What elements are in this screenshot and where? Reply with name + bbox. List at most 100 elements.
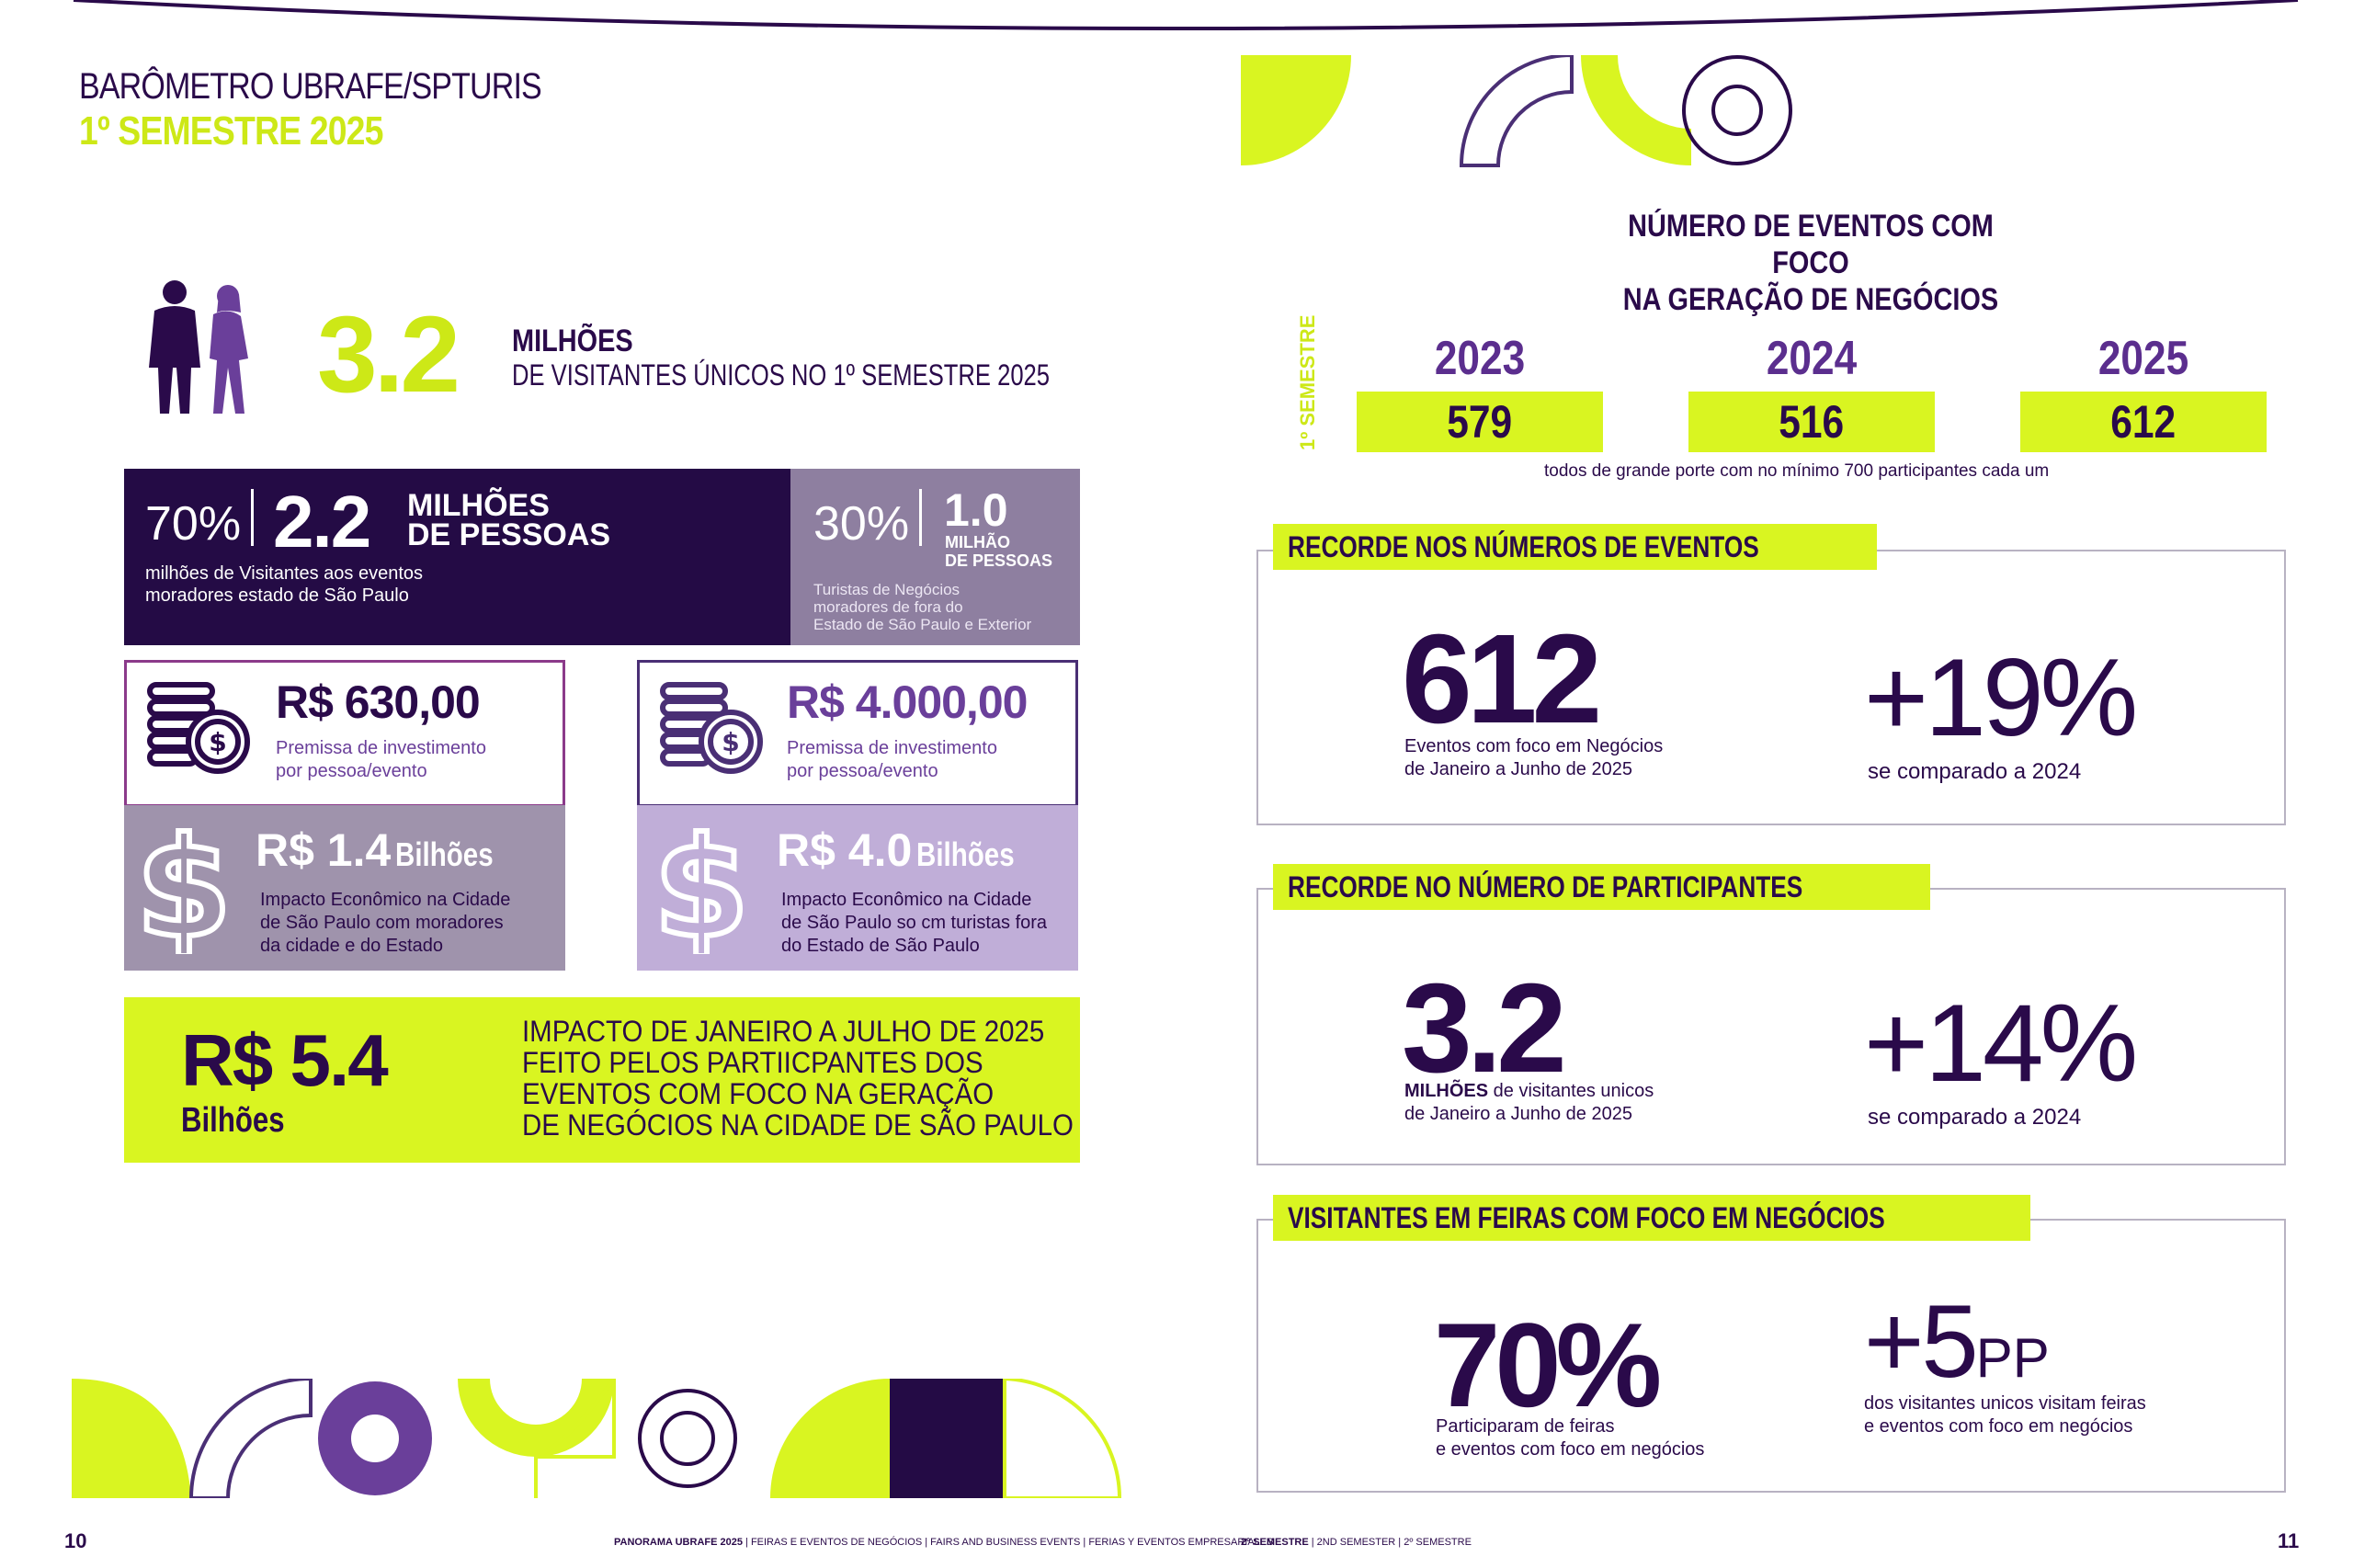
impact-residents-desc-line2: de São Paulo com moradores <box>260 913 504 933</box>
residents-unit-line2: DE PESSOAS <box>407 517 611 552</box>
dollar-sign-icon: $ <box>651 816 752 954</box>
top-arc-decoration <box>73 0 2299 30</box>
svg-text:$: $ <box>654 816 749 954</box>
investment-tourists-desc-line2: por pessoa/evento <box>787 761 938 781</box>
tourists-percent: 30% <box>813 497 910 551</box>
investment-residents-value: R$ 630,00 <box>276 676 481 728</box>
year-2025-box: 612 <box>2020 392 2267 452</box>
fair-visitors-tag-text: VISITANTES EM FEIRAS COM FOCO EM NEGÓCIO… <box>1288 1201 1885 1234</box>
impact-tourists-description: Impacto Econômico na Cidade de São Paulo… <box>781 889 1047 958</box>
footer-left-rest: | FEIRAS E EVENTOS DE NEGÓCIOS | FAIRS A… <box>742 1537 1274 1548</box>
fair-visitors-box <box>1256 1219 2286 1493</box>
impact-residents-value: R$ 1.4 <box>256 824 392 876</box>
footer-right-bold: 2º SEMESTRE <box>1241 1537 1309 1548</box>
investment-residents-description: Premissa de investimento por pessoa/even… <box>276 737 486 783</box>
tourists-desc-line1: Turistas de Negócios <box>813 581 961 598</box>
impact-residents-heading: R$ 1.4 Bilhões <box>256 824 515 877</box>
record-events-desc-line1: Eventos com foco em Negócios <box>1404 736 1664 756</box>
tourists-description: Turistas de Negócios moradores de fora d… <box>813 581 1031 633</box>
tourists-unit: MILHÃO DE PESSOAS <box>945 533 1052 570</box>
people-silhouette-icon <box>149 280 248 414</box>
record-participants-desc-rest: de visitantes unicos <box>1488 1081 1654 1101</box>
page-number-right: 11 <box>2278 1529 2300 1552</box>
impact-residents-description: Impacto Econômico na Cidade de São Paulo… <box>260 889 510 958</box>
total-impact-line3: EVENTOS COM FOCO NA GERAÇÃO <box>522 1077 995 1110</box>
impact-tourists-desc-line1: Impacto Econômico na Cidade <box>781 890 1032 910</box>
unique-visitors-value: 3.2 <box>317 294 460 415</box>
residents-unit-line1: MILHÕES <box>407 488 550 523</box>
year-2025-value: 612 <box>2110 396 2177 448</box>
record-events-tag-text: RECORDE NOS NÚMEROS DE EVENTOS <box>1288 530 1759 563</box>
footer-left-bold: PANORAMA UBRAFE 2025 <box>614 1537 743 1548</box>
events-note: todos de grande porte com no mínimo 700 … <box>1544 461 2050 481</box>
fair-visitors-growth-unit: PP <box>1975 1327 2050 1389</box>
record-participants-value: 3.2 <box>1402 958 1567 1099</box>
record-events-description: Eventos com foco em Negócios de Janeiro … <box>1404 735 1663 781</box>
fair-visitors-growth-number: +5 <box>1864 1284 1979 1399</box>
total-impact-line1: IMPACTO DE JANEIRO A JULHO DE 2025 <box>522 1015 1045 1048</box>
year-2023-label: 2023 <box>1434 332 1526 385</box>
events-title: NÚMERO DE EVENTOS COM FOCO NA GERAÇÃO DE… <box>1608 208 2014 318</box>
total-impact-description: IMPACTO DE JANEIRO A JULHO DE 2025 FEITO… <box>522 1016 1074 1141</box>
dollar-sign-icon: $ <box>133 816 234 954</box>
residents-value: 2.2 <box>273 481 371 562</box>
impact-residents-unit: Bilhões <box>394 835 494 873</box>
report-title: BARÔMETRO UBRAFE/SPTURIS <box>79 66 542 107</box>
record-participants-tag: RECORDE NO NÚMERO DE PARTICIPANTES <box>1273 864 1931 910</box>
record-participants-desc-line1: MILHÕES de visitantes unicos <box>1404 1080 1654 1103</box>
record-events-growth-description: se comparado a 2024 <box>1868 759 2082 784</box>
investment-residents-desc-line1: Premissa de investimento <box>276 738 486 758</box>
investment-tourists-value: R$ 4.000,00 <box>787 676 1028 728</box>
unique-visitors-description: DE VISITANTES ÚNICOS NO 1º SEMESTRE 2025 <box>512 358 1051 392</box>
svg-text:$: $ <box>209 727 226 757</box>
fair-visitors-description: Participaram de feiras e eventos com foc… <box>1436 1415 1704 1461</box>
record-participants-desc-line2: de Janeiro a Junho de 2025 <box>1404 1104 1632 1124</box>
impact-card-residents <box>124 805 565 971</box>
record-events-tag: RECORDE NOS NÚMEROS DE EVENTOS <box>1273 524 1878 570</box>
record-events-growth: +19% <box>1864 636 2138 759</box>
residents-description: milhões de Visitantes aos eventos morado… <box>145 562 423 607</box>
semester-vertical-label: 1º SEMESTRE <box>1296 314 1319 450</box>
tourists-divider <box>919 489 922 546</box>
year-2024-label: 2024 <box>1766 332 1858 385</box>
total-impact-value: R$ 5.4 <box>181 1019 389 1101</box>
footer-left-text: PANORAMA UBRAFE 2025 | FEIRAS E EVENTOS … <box>614 1537 1273 1548</box>
footer-right-text: 2º SEMESTRE | 2ND SEMESTER | 2º SEMESTRE <box>1241 1537 1472 1548</box>
investment-residents-desc-line2: por pessoa/evento <box>276 761 427 781</box>
record-participants-desc-bold: MILHÕES <box>1404 1081 1489 1101</box>
impact-card-tourists <box>637 805 1078 971</box>
fair-visitors-value: 70% <box>1434 1298 1662 1432</box>
residents-desc-line1: milhões de Visitantes aos eventos <box>145 563 424 584</box>
fair-visitors-desc-line1: Participaram de feiras <box>1436 1416 1615 1437</box>
coins-icon: $ <box>147 682 250 774</box>
investment-tourists-desc-line1: Premissa de investimento <box>787 738 997 758</box>
impact-tourists-desc-line2: de São Paulo so cm turistas fora <box>781 913 1048 933</box>
record-events-value: 612 <box>1402 608 1602 750</box>
investment-tourists-description: Premissa de investimento por pessoa/even… <box>787 737 997 783</box>
impact-residents-desc-line1: Impacto Econômico na Cidade <box>260 890 511 910</box>
record-participants-description: MILHÕES de visitantes unicos de Janeiro … <box>1404 1080 1654 1126</box>
unique-visitors-unit: MILHÕES <box>512 324 633 358</box>
year-2024-box: 516 <box>1688 392 1935 452</box>
impact-tourists-desc-line3: do Estado de São Paulo <box>781 936 980 956</box>
tourists-value: 1.0 <box>944 484 1008 536</box>
total-impact-band <box>124 997 1080 1163</box>
page-number-left: 10 <box>64 1529 87 1552</box>
year-2023-box: 579 <box>1357 392 1603 452</box>
record-participants-growth-description: se comparado a 2024 <box>1868 1105 2082 1130</box>
impact-tourists-heading: R$ 4.0 Bilhões <box>777 824 1036 877</box>
record-participants-growth: +14% <box>1864 982 2138 1105</box>
total-impact-unit: Bilhões <box>181 1101 285 1140</box>
record-participants-tag-text: RECORDE NO NÚMERO DE PARTICIPANTES <box>1288 870 1803 903</box>
fair-visitors-desc-line2: e eventos com foco em negócios <box>1436 1439 1705 1460</box>
total-impact-line2: FEITO PELOS PARTIICPANTES DOS <box>522 1046 983 1079</box>
tourists-unit-line1: MILHÃO <box>945 533 1010 551</box>
year-2025-label: 2025 <box>2097 332 2189 385</box>
residents-unit: MILHÕES DE PESSOAS <box>407 488 611 552</box>
fair-visitors-growth-description: dos visitantes unicos visitam feiras e e… <box>1864 1392 2146 1438</box>
tourists-band <box>790 469 1080 645</box>
svg-text:$: $ <box>136 816 232 954</box>
residents-divider <box>251 489 254 546</box>
record-participants-box <box>1256 888 2286 1165</box>
fair-visitors-growth-desc-line1: dos visitantes unicos visitam feiras <box>1864 1393 2146 1414</box>
